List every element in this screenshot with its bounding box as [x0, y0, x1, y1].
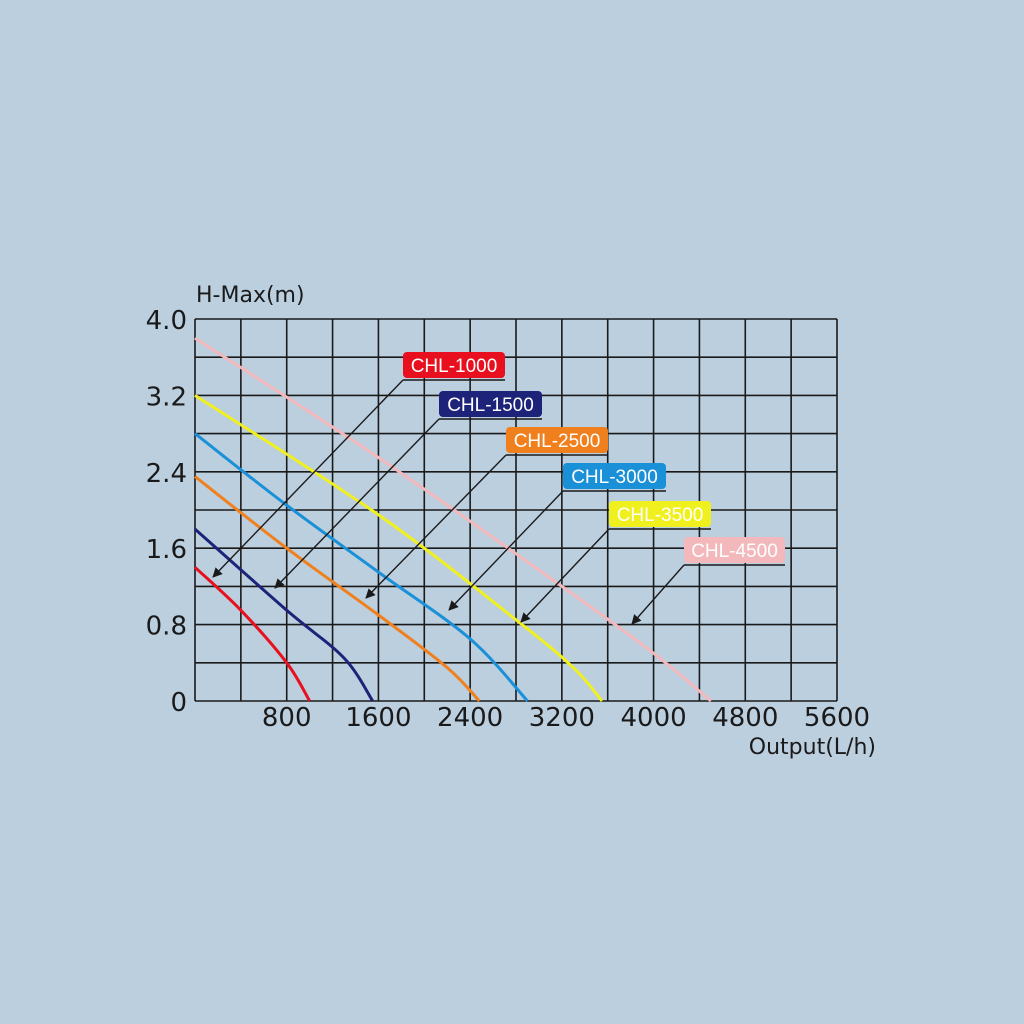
series-line-chl-3000 [194, 432, 529, 703]
label-arrow [365, 454, 507, 599]
x-tick-label: 3200 [529, 703, 595, 733]
y-tick-label: 2.4 [146, 459, 187, 489]
series-label: CHL-2500 [514, 431, 601, 452]
series-line-chl-1000 [193, 566, 311, 702]
series-line-chl-1500 [194, 527, 374, 702]
axis-ticks: 800 1600 2400 3200 4000 4800 5600 0 0.8 1.6 2.4 3.2… [146, 306, 870, 733]
y-tick-label: 0.8 [146, 612, 187, 642]
x-tick-label: 4800 [712, 703, 778, 733]
series-label: CHL-1500 [447, 395, 534, 416]
series-label-box [403, 352, 505, 378]
series-line-chl-2500 [194, 475, 481, 703]
series-label-box [439, 391, 542, 417]
x-tick-label: 800 [262, 703, 312, 733]
label-arrow [274, 418, 440, 589]
y-tick-label: 4.0 [146, 306, 187, 336]
series-label: CHL-3000 [571, 467, 658, 488]
x-tick-label: 5600 [804, 703, 870, 733]
y-axis-title: H-Max(m) [196, 283, 305, 308]
series-label: CHL-3500 [617, 505, 704, 526]
x-tick-label: 4000 [620, 703, 686, 733]
chart-arrows [212, 379, 785, 625]
y-tick-label: 1.6 [146, 535, 187, 565]
series-label-box [609, 501, 711, 527]
x-tick-label: 1600 [345, 703, 411, 733]
series-labels: CHL-1000 CHL-1500 CHL-2500 CHL-3000 CHL-3500… [403, 352, 785, 563]
series-line-chl-3500 [194, 394, 604, 702]
label-arrow [631, 564, 685, 625]
series-label: CHL-1000 [411, 356, 498, 377]
label-arrow [212, 379, 404, 578]
label-arrow [520, 528, 610, 623]
x-tick-label: 2400 [437, 703, 503, 733]
y-tick-label: 3.2 [146, 382, 187, 412]
series-label: CHL-4500 [691, 541, 778, 562]
series-line-chl-4500 [194, 336, 712, 703]
label-arrow [448, 490, 564, 611]
y-tick-label: 0 [170, 688, 187, 718]
x-axis-title: Output(L/h) [749, 735, 876, 760]
series-label-box [684, 537, 785, 563]
series-label-box [506, 427, 608, 453]
chart-curves [193, 336, 712, 703]
series-label-box [563, 463, 666, 489]
